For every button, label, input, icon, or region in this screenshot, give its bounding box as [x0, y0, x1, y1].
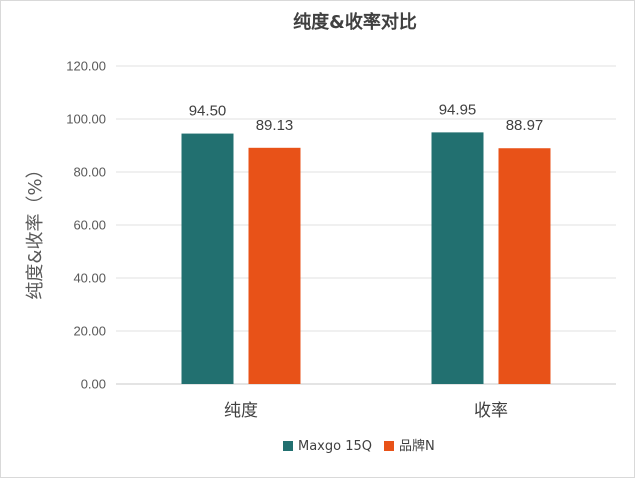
data-label: 94.95 — [439, 101, 477, 118]
y-axis-label: 纯度&收率（%） — [25, 160, 46, 299]
data-label: 89.13 — [256, 117, 294, 134]
legend-swatch — [283, 441, 293, 451]
x-category-label: 纯度 — [224, 401, 258, 421]
y-tick-label: 100.00 — [66, 112, 106, 127]
y-tick-label: 40.00 — [73, 271, 106, 286]
data-label: 88.97 — [506, 117, 544, 134]
y-tick-label: 20.00 — [73, 324, 106, 339]
bar — [431, 132, 484, 384]
y-tick-label: 120.00 — [66, 59, 106, 74]
bars — [181, 132, 551, 384]
y-tick-label: 80.00 — [73, 165, 106, 180]
x-axis-categories: 纯度 收率 — [224, 401, 508, 421]
legend-label: 品牌N — [399, 438, 435, 454]
x-category-label: 收率 — [474, 401, 508, 421]
data-labels: 94.50 89.13 94.95 88.97 — [189, 101, 544, 134]
y-tick-label: 0.00 — [81, 377, 106, 392]
legend-label: Maxgo 15Q — [298, 439, 372, 454]
chart-title: 纯度&收率对比 — [293, 11, 417, 33]
bar — [498, 148, 551, 384]
y-axis-ticks: 0.00 20.00 40.00 60.00 80.00 100.00 120.00 — [66, 59, 106, 392]
y-tick-label: 60.00 — [73, 218, 106, 233]
bar — [248, 147, 301, 384]
data-label: 94.50 — [189, 103, 227, 120]
legend-swatch — [384, 441, 394, 451]
bar — [181, 133, 234, 384]
legend: Maxgo 15Q 品牌N — [283, 438, 435, 454]
